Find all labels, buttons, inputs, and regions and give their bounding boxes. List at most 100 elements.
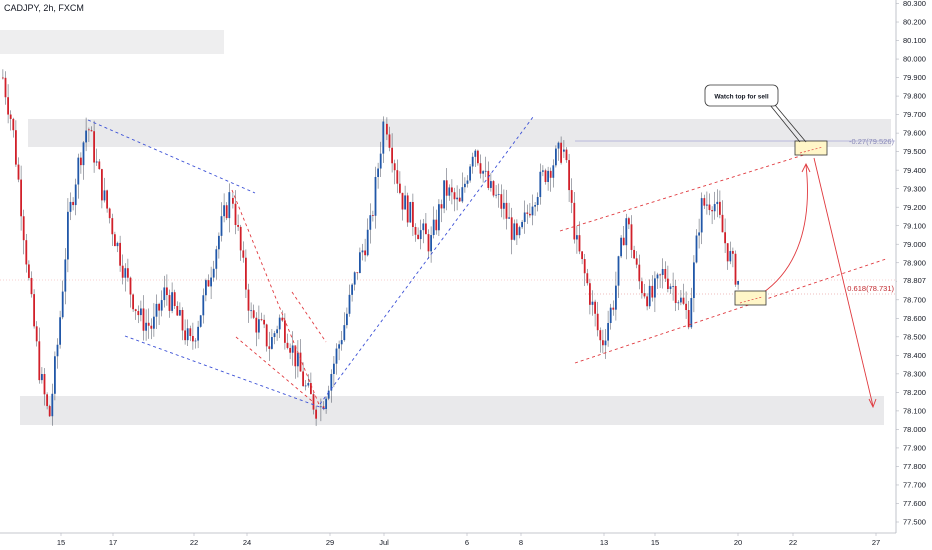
candle-body — [445, 180, 448, 196]
y-tick-label: 80.100 — [903, 36, 926, 45]
candle-body — [700, 198, 703, 233]
candle-body — [721, 214, 724, 233]
y-axis-ticks: 80.300 80.200 80.100 80.000 79.900 79.800 79.7… — [896, 0, 926, 527]
candle-body — [343, 325, 346, 341]
candle-body — [453, 192, 456, 200]
candle-body — [440, 204, 443, 209]
candle-body — [121, 265, 124, 278]
candle-body — [695, 235, 698, 263]
candle-body — [372, 215, 374, 216]
y-tick-label: 77.600 — [903, 499, 926, 508]
candle-body — [581, 251, 583, 260]
candle-body — [338, 344, 340, 349]
candle-body — [669, 286, 672, 289]
candle-body — [294, 345, 297, 367]
candle-body — [304, 385, 307, 387]
candle-body — [719, 201, 721, 215]
candle-body — [518, 227, 521, 236]
candle-body — [74, 184, 77, 206]
candle-body — [391, 147, 393, 164]
candle-body — [116, 242, 119, 247]
candle-body — [7, 97, 9, 115]
candle-body — [414, 226, 417, 235]
candle-body — [93, 131, 95, 163]
candle-body — [633, 249, 635, 259]
candle-body — [549, 170, 552, 178]
candle-body — [147, 322, 150, 326]
candle-body — [299, 352, 302, 372]
candle-body — [77, 157, 80, 185]
candle-body — [278, 317, 281, 330]
projection-arrow-head-up — [801, 162, 811, 173]
candle-body — [215, 249, 218, 269]
x-tick-label: 13 — [600, 538, 608, 547]
candle-body — [422, 223, 425, 231]
trendlines — [87, 116, 887, 411]
candle-body — [565, 149, 568, 161]
callout-pointer-2 — [774, 104, 807, 143]
candle-body — [698, 232, 700, 236]
candle-body — [199, 315, 202, 327]
candle-body — [179, 309, 181, 316]
candle-body — [166, 287, 168, 296]
candle-body — [607, 323, 609, 341]
candle-body — [297, 352, 299, 367]
red-trend-wedge-bottom — [235, 336, 313, 402]
candle-body — [46, 394, 48, 407]
candle-body — [724, 232, 726, 244]
candle-body — [114, 234, 116, 247]
candle-body — [680, 297, 682, 303]
candles-group — [2, 69, 739, 427]
candle-body — [197, 326, 199, 341]
candle-body — [250, 310, 252, 312]
candle-body — [335, 348, 338, 364]
candle-body — [622, 237, 625, 246]
candle-body — [124, 268, 127, 278]
candle-body — [625, 218, 628, 246]
highlight-box-bottom[interactable] — [734, 290, 767, 306]
candle-body — [85, 130, 87, 143]
candle-body — [181, 309, 184, 331]
candle-body — [477, 150, 479, 164]
candle-body — [111, 218, 114, 235]
candle-body — [568, 160, 570, 191]
candle-body — [737, 281, 739, 285]
x-tick-label: 29 — [326, 538, 334, 547]
candle-body — [570, 190, 573, 203]
y-tick-label: 78.000 — [903, 425, 926, 434]
candle-body — [563, 149, 565, 152]
candle-body — [615, 285, 617, 310]
candle-body — [242, 250, 245, 258]
candle-body — [223, 205, 225, 217]
candle-body — [137, 311, 140, 316]
candle-body — [599, 330, 602, 341]
candle-body — [716, 201, 719, 205]
candle-body — [526, 212, 529, 214]
candle-body — [207, 280, 210, 287]
candle-body — [425, 223, 427, 235]
candle-body — [245, 257, 247, 290]
candle-body — [448, 187, 451, 196]
x-tick-label: 6 — [465, 538, 469, 547]
candle-body — [35, 326, 38, 342]
candle-body — [685, 303, 687, 310]
projection-arrow-head-down — [868, 398, 877, 409]
candle-body — [41, 374, 43, 381]
candle-body — [596, 313, 599, 331]
highlight-box-top[interactable] — [794, 140, 828, 156]
candle-body — [210, 277, 212, 287]
callout-box[interactable] — [704, 84, 779, 107]
candle-body — [356, 272, 359, 274]
candle-body — [289, 347, 291, 353]
candle-body — [456, 197, 458, 200]
candle-body — [189, 328, 192, 336]
candle-body — [307, 383, 310, 386]
candle-body — [620, 237, 622, 257]
fib-upper-label: -0.27(79.526) — [849, 137, 895, 146]
candle-body — [98, 161, 101, 170]
candle-body — [184, 330, 186, 341]
candle-body — [119, 242, 121, 266]
candle-body — [312, 394, 315, 410]
candle-body — [273, 333, 276, 338]
